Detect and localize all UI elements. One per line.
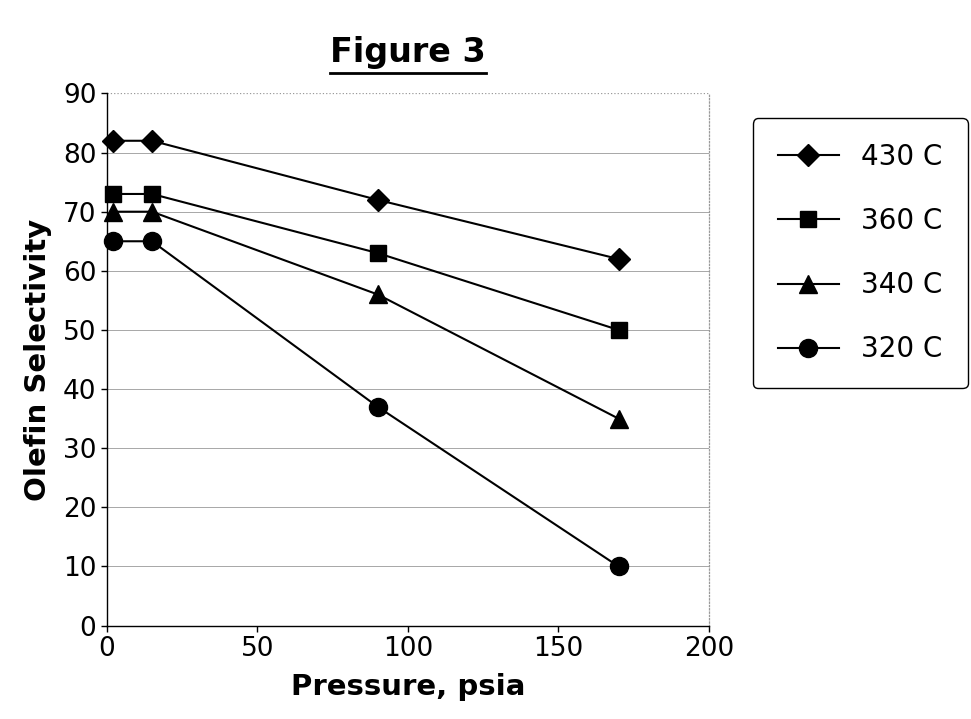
340 C [372,290,384,299]
Y-axis label: Olefin Selectivity: Olefin Selectivity [23,219,51,500]
430 C [107,137,118,145]
X-axis label: Pressure, psia: Pressure, psia [290,673,525,701]
320 C [107,237,118,246]
340 C [146,207,157,216]
Line: 360 C: 360 C [105,186,626,338]
Line: 340 C: 340 C [104,203,627,428]
430 C [146,137,157,145]
360 C [372,249,384,257]
320 C [146,237,157,246]
360 C [107,190,118,198]
360 C [146,190,157,198]
Legend: 430 C, 360 C, 340 C, 320 C: 430 C, 360 C, 340 C, 320 C [753,118,967,388]
430 C [613,255,624,263]
Line: 320 C: 320 C [104,232,627,575]
320 C [613,562,624,571]
Line: 430 C: 430 C [105,133,626,267]
340 C [613,414,624,423]
320 C [372,403,384,411]
Text: Figure 3: Figure 3 [330,36,486,69]
340 C [107,207,118,216]
430 C [372,196,384,204]
360 C [613,326,624,334]
